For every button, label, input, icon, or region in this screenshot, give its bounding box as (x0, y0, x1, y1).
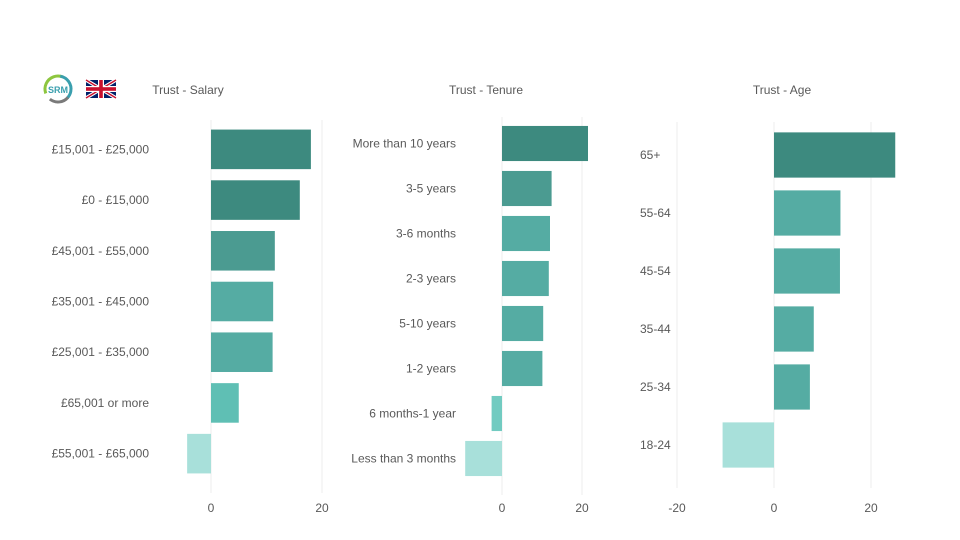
x-tick-label: 0 (771, 501, 778, 515)
bar[interactable] (774, 306, 814, 352)
bar[interactable] (491, 395, 502, 432)
bar[interactable] (502, 350, 543, 387)
x-tick-label: 0 (499, 501, 506, 515)
category-label: Less than 3 months (351, 452, 456, 466)
bar[interactable] (774, 190, 841, 236)
category-label: £0 - £15,000 (82, 193, 150, 207)
category-label: 3-5 years (406, 182, 456, 196)
category-label: £65,001 or more (61, 396, 149, 410)
x-tick-label: 20 (864, 501, 878, 515)
category-label: 6 months-1 year (369, 407, 456, 421)
srm-logo: SRM (43, 74, 73, 104)
category-label: £55,001 - £65,000 (52, 447, 150, 461)
category-label: 65+ (640, 148, 660, 162)
bar[interactable] (774, 132, 896, 178)
bar[interactable] (187, 433, 211, 474)
category-label: £25,001 - £35,000 (52, 345, 150, 359)
category-label: 1-2 years (406, 362, 456, 376)
category-label: 5-10 years (399, 317, 456, 331)
category-label: 2-3 years (406, 272, 456, 286)
bar[interactable] (502, 125, 588, 162)
x-tick-label: 20 (315, 501, 329, 515)
category-label: 55-64 (640, 206, 671, 220)
bar[interactable] (774, 364, 810, 410)
bar[interactable] (211, 180, 300, 220)
category-label: 25-34 (640, 380, 671, 394)
chart-2: -20 0 20 Trust - Age 65+ 55-64 45-54 35-44 25-34… (640, 83, 896, 515)
bar[interactable] (774, 248, 840, 294)
chart-title: Trust - Age (753, 83, 812, 97)
category-label: 35-44 (640, 322, 671, 336)
bar[interactable] (502, 305, 544, 342)
chart-title: Trust - Tenure (449, 83, 523, 97)
chart-title: Trust - Salary (152, 83, 224, 97)
x-tick-label: 0 (208, 501, 215, 515)
charts-group: 0 20 Trust - Salary £15,001 - £25,000 £0 - £… (52, 83, 896, 515)
bar[interactable] (211, 129, 311, 170)
category-label: More than 10 years (353, 137, 456, 151)
x-tick-label: 20 (575, 501, 589, 515)
category-label: £45,001 - £55,000 (52, 244, 150, 258)
chart-0: 0 20 Trust - Salary £15,001 - £25,000 £0 - £… (52, 83, 329, 515)
bar[interactable] (211, 332, 273, 372)
uk-flag-icon (85, 78, 117, 100)
bar[interactable] (502, 260, 549, 297)
x-tick-label: -20 (668, 501, 686, 515)
category-label: £15,001 - £25,000 (52, 142, 150, 156)
bar[interactable] (722, 422, 774, 468)
bar[interactable] (502, 215, 550, 252)
category-label: 18-24 (640, 438, 671, 452)
category-label: 3-6 months (396, 227, 456, 241)
bar[interactable] (211, 281, 274, 322)
bar[interactable] (502, 170, 552, 207)
category-label: £35,001 - £45,000 (52, 295, 150, 309)
logo-text: SRM (48, 85, 68, 95)
category-label: 45-54 (640, 264, 671, 278)
bar[interactable] (211, 383, 239, 423)
bar[interactable] (465, 440, 502, 477)
chart-1: 0 20 Trust - Tenure More than 10 years 3-5 y… (351, 83, 589, 515)
bar[interactable] (211, 231, 275, 271)
